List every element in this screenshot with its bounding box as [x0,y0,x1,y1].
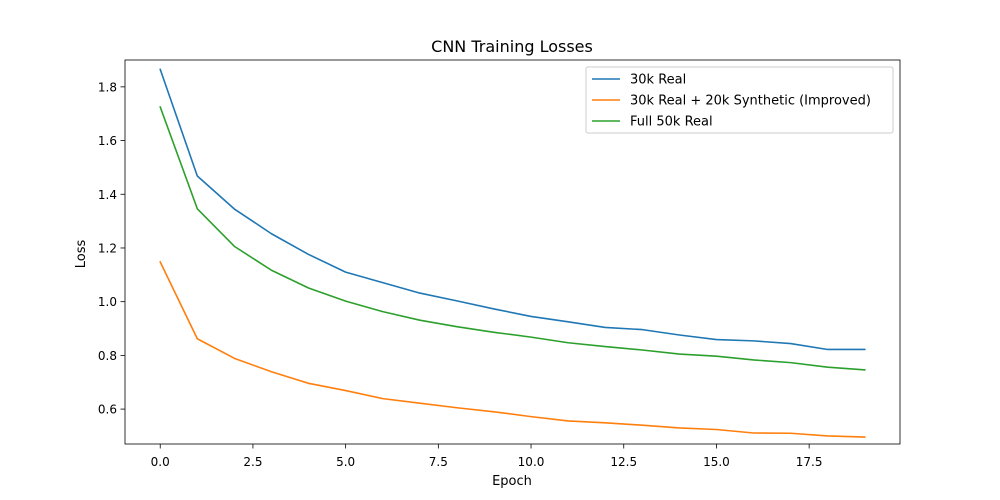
x-tick-label: 12.5 [610,455,637,469]
y-tick-label: 0.8 [98,349,117,363]
y-tick-label: 1.0 [98,295,117,309]
series-line-2 [159,260,866,438]
series-layer [159,68,866,438]
x-tick-label: 10.0 [518,455,545,469]
y-tick-label: 0.6 [98,403,117,417]
legend-box [585,66,894,134]
legend: 30k Real 30k Real + 20k Synthetic (Improv… [585,66,894,134]
chart-title: CNN Training Losses [431,37,593,56]
x-tick-label: 15.0 [703,455,730,469]
x-axis: 0.0 2.5 5.0 7.5 10.0 12.5 15.0 17.5 [151,444,823,469]
series-line-3 [159,105,866,371]
y-axis-label: Loss [74,240,89,269]
plot-area-frame [124,59,901,445]
x-tick-label: 2.5 [243,455,262,469]
y-axis: 0.6 0.8 1.0 1.2 1.4 1.6 1.8 [98,80,125,417]
legend-label-3: Full 50k Real [630,115,713,130]
x-tick-label: 5.0 [336,455,355,469]
x-tick-label: 17.5 [796,455,823,469]
y-tick-label: 1.6 [98,134,117,148]
y-tick-label: 1.8 [98,80,117,94]
y-tick-label: 1.2 [98,241,117,255]
x-axis-label: Epoch [492,474,532,489]
legend-label-1: 30k Real [630,73,686,88]
x-tick-label: 0.0 [151,455,170,469]
x-tick-label: 7.5 [429,455,448,469]
y-tick-label: 1.4 [98,188,117,202]
legend-label-2: 30k Real + 20k Synthetic (Improved) [630,94,871,109]
series-line-1 [159,68,866,351]
